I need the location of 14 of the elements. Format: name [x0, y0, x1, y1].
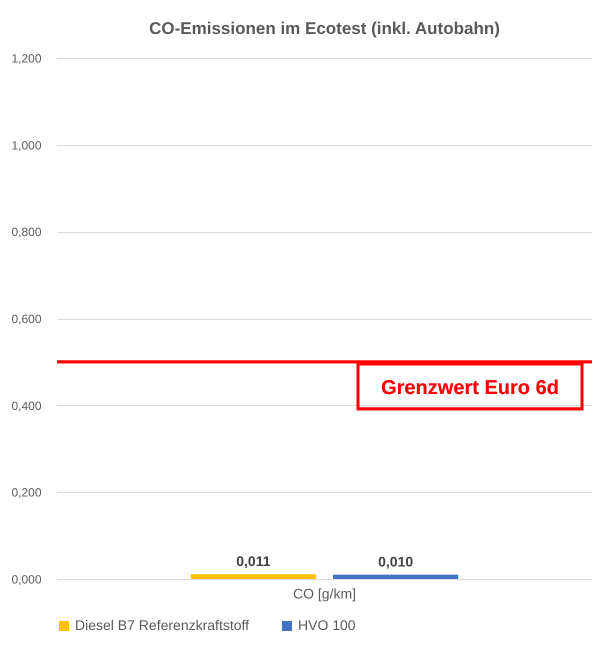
y-tick-label: 0,000: [11, 572, 42, 586]
y-tick-label: 0,800: [11, 225, 42, 240]
ref-line-label: Grenzwert Euro 6d: [381, 376, 559, 399]
chart-title: CO-Emissionen im Ecotest (inkl. Autobahn): [149, 19, 500, 38]
data-label: 0,011: [236, 553, 271, 570]
data-label: 0,010: [378, 554, 414, 570]
legend-label: HVO 100: [298, 617, 356, 633]
legend-label: Diesel B7 Referenzkraftstoff: [75, 617, 250, 633]
y-tick-label: 1,000: [11, 138, 42, 152]
y-tick-label: 0,200: [11, 486, 42, 500]
y-tick-label: 0,400: [11, 398, 42, 413]
y-tick-label: 1,200: [11, 52, 42, 66]
y-tick-label: 0,600: [11, 312, 42, 326]
x-tick-label: CO [g/km]: [292, 586, 356, 602]
